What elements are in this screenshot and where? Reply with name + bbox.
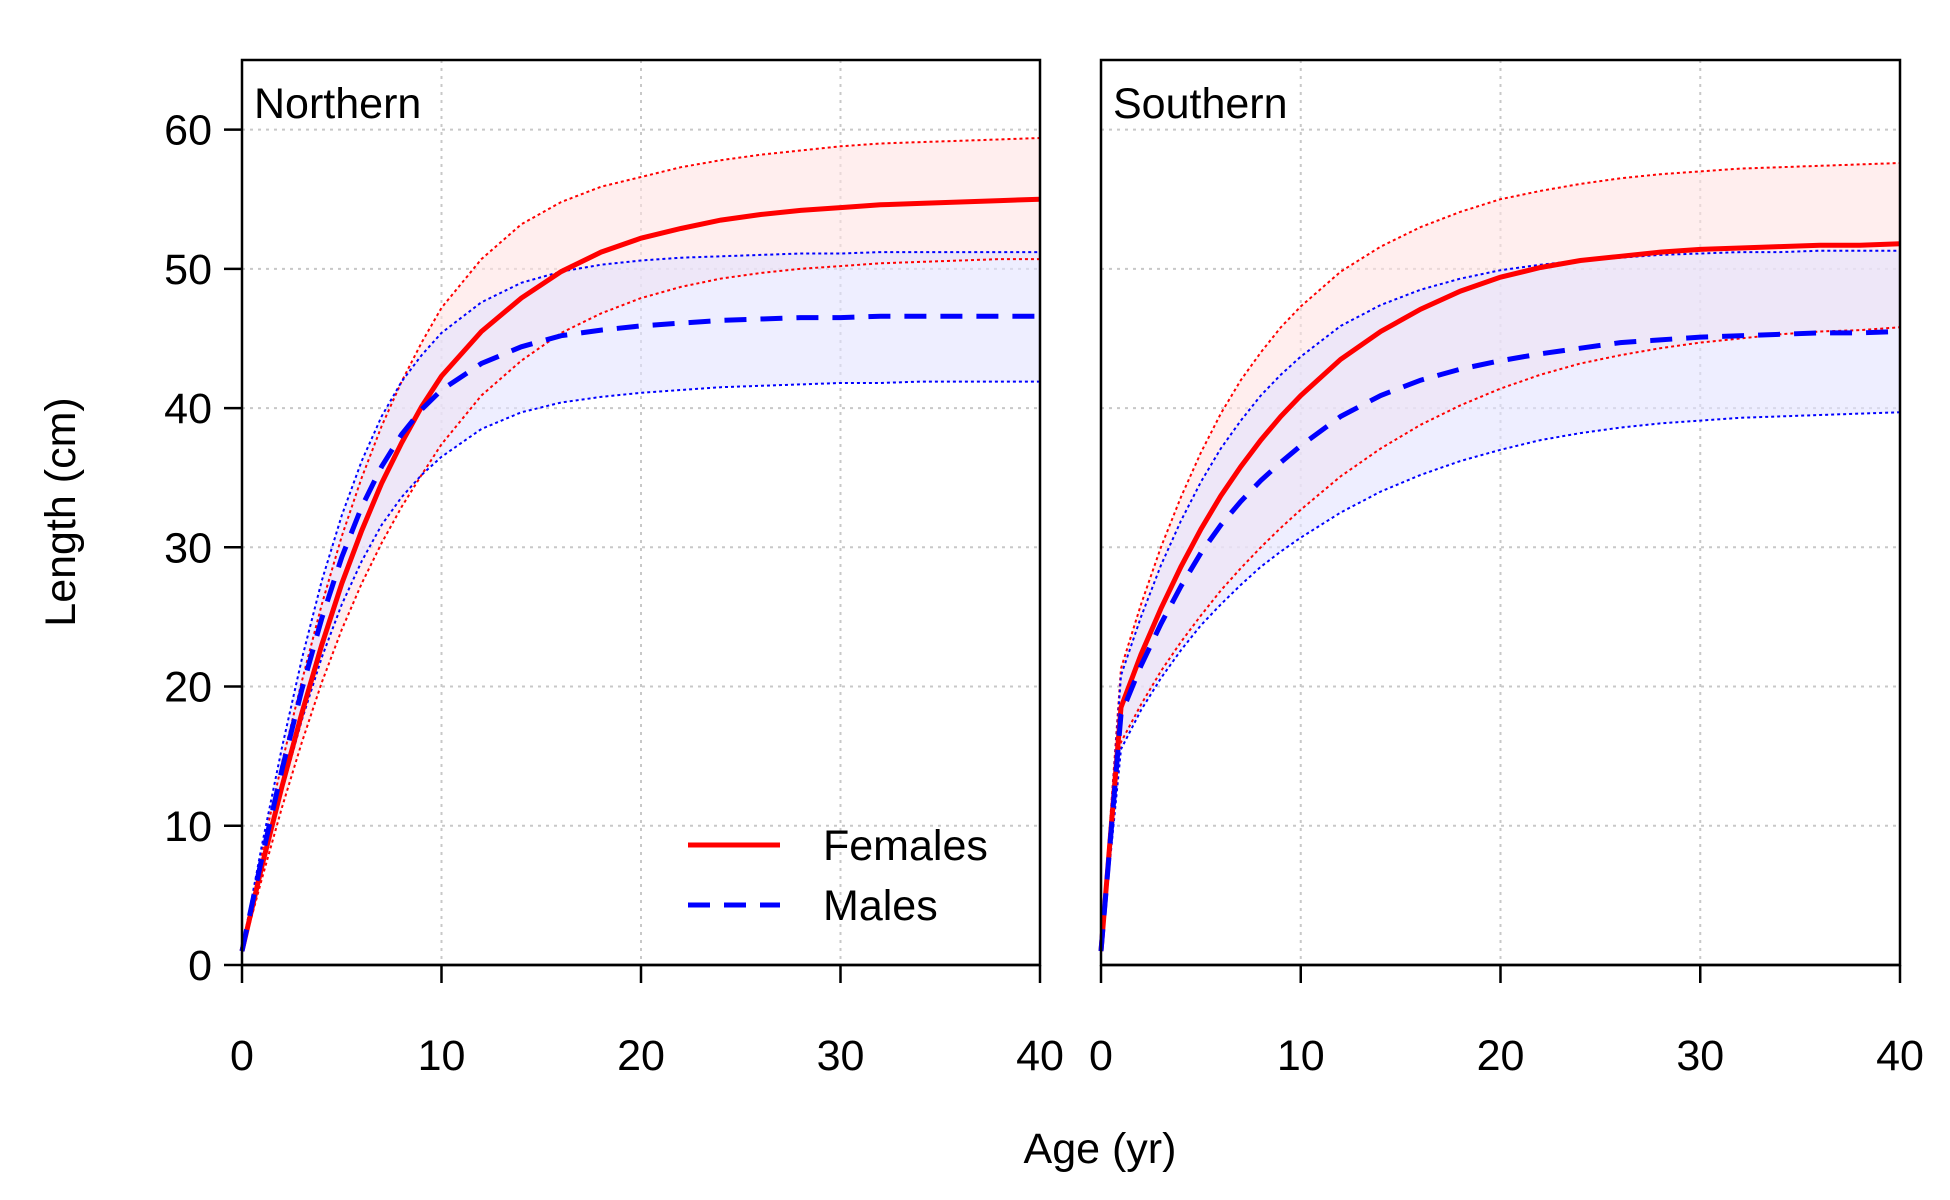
y-tick-label: 10 xyxy=(164,803,212,851)
y-tick-label: 30 xyxy=(164,524,212,572)
y-tick-label: 20 xyxy=(164,664,212,712)
panel-southern: 0 10 20 30 40 Southern xyxy=(1089,58,1924,1080)
lower-line-males xyxy=(1100,411,1901,953)
lower-line-females xyxy=(1100,326,1901,953)
panel-label: Southern xyxy=(1113,80,1288,128)
y-tick-label: 50 xyxy=(164,246,212,294)
upper-line-males xyxy=(1100,249,1900,950)
x-tick-label: 20 xyxy=(1477,1032,1525,1080)
x-tick-label: 10 xyxy=(1277,1032,1325,1080)
x-tick-label: 40 xyxy=(1016,1032,1064,1080)
band-males xyxy=(242,252,1040,953)
x-tick-label: 30 xyxy=(817,1032,865,1080)
mean-line-males xyxy=(1098,329,1901,952)
y-axis-title: Length (cm) xyxy=(37,397,85,626)
panel-northern: 0 10 20 30 40 0 10 20 30 40 50 60 Northern Females Mal… xyxy=(164,58,1064,1080)
upper-line-females xyxy=(1100,162,1901,950)
mean-line-males xyxy=(239,313,1040,952)
y-tick-label: 0 xyxy=(188,942,212,990)
x-axis-title: Age (yr) xyxy=(1024,1125,1177,1173)
x-tick-label: 0 xyxy=(230,1032,254,1080)
x-tick-label: 10 xyxy=(418,1032,466,1080)
y-tick-label: 60 xyxy=(164,107,212,155)
band-males xyxy=(1101,250,1900,953)
lower-line-males xyxy=(241,380,1040,953)
legend: Females Males xyxy=(688,822,988,930)
chart-panels: 0 10 20 30 40 0 10 20 30 40 50 60 Northern Females Mal… xyxy=(164,58,1924,1080)
upper-line-males xyxy=(241,251,1040,950)
mean-line-females xyxy=(1098,241,1901,952)
panel-label: Northern xyxy=(254,80,421,128)
upper-line-females xyxy=(241,137,1041,950)
x-tick-label: 30 xyxy=(1676,1032,1724,1080)
y-tick-label: 40 xyxy=(164,385,212,433)
legend-label-females: Females xyxy=(823,822,988,870)
x-tick-label: 40 xyxy=(1876,1032,1924,1080)
x-tick-label: 20 xyxy=(617,1032,665,1080)
x-tick-label: 0 xyxy=(1089,1032,1113,1080)
mean-line-females xyxy=(239,196,1041,952)
legend-label-males: Males xyxy=(823,882,938,930)
